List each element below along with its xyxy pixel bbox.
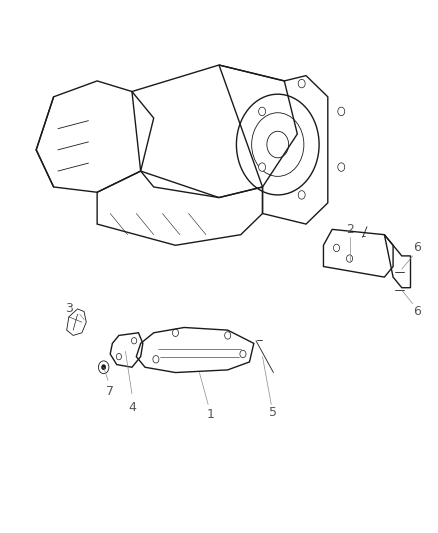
Text: 3: 3 (65, 302, 73, 316)
Circle shape (258, 163, 265, 171)
Text: 7: 7 (106, 385, 114, 398)
Text: 6: 6 (413, 241, 421, 254)
Text: 4: 4 (128, 400, 136, 414)
Circle shape (338, 107, 345, 116)
Text: 1: 1 (206, 408, 214, 422)
Circle shape (298, 79, 305, 88)
Circle shape (338, 163, 345, 171)
Circle shape (258, 107, 265, 116)
Circle shape (102, 365, 106, 370)
Text: 2: 2 (346, 223, 353, 236)
Circle shape (298, 191, 305, 199)
Text: 5: 5 (269, 406, 277, 419)
Text: 6: 6 (413, 305, 421, 318)
